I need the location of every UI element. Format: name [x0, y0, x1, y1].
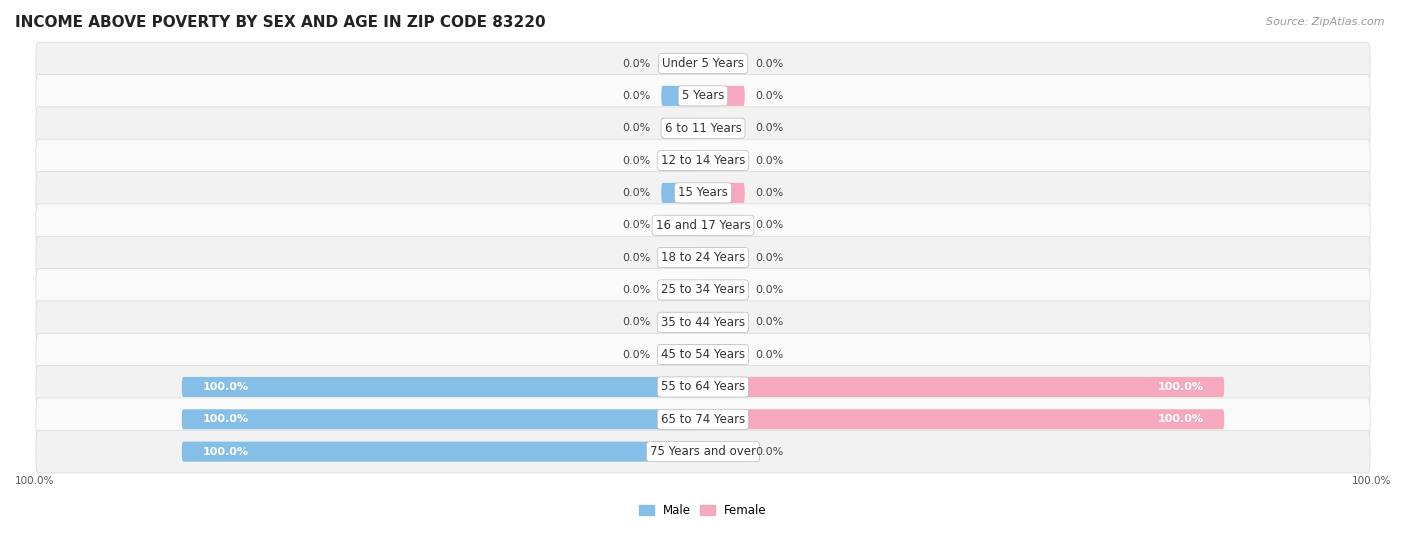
- FancyBboxPatch shape: [661, 248, 703, 268]
- FancyBboxPatch shape: [703, 215, 745, 235]
- FancyBboxPatch shape: [35, 366, 1371, 408]
- Text: 16 and 17 Years: 16 and 17 Years: [655, 219, 751, 232]
- FancyBboxPatch shape: [661, 150, 703, 170]
- FancyBboxPatch shape: [661, 344, 703, 364]
- Text: 0.0%: 0.0%: [623, 220, 651, 230]
- Text: 100.0%: 100.0%: [202, 382, 249, 392]
- Text: 6 to 11 Years: 6 to 11 Years: [665, 122, 741, 135]
- Text: 0.0%: 0.0%: [623, 253, 651, 263]
- FancyBboxPatch shape: [661, 280, 703, 300]
- FancyBboxPatch shape: [703, 442, 745, 462]
- FancyBboxPatch shape: [35, 236, 1371, 279]
- Text: 0.0%: 0.0%: [755, 447, 783, 457]
- Text: 0.0%: 0.0%: [755, 155, 783, 165]
- FancyBboxPatch shape: [703, 280, 745, 300]
- Text: 0.0%: 0.0%: [623, 285, 651, 295]
- FancyBboxPatch shape: [661, 86, 703, 106]
- FancyBboxPatch shape: [35, 107, 1371, 150]
- Text: 100.0%: 100.0%: [1157, 414, 1204, 424]
- FancyBboxPatch shape: [661, 118, 703, 138]
- FancyBboxPatch shape: [703, 54, 745, 74]
- Text: Under 5 Years: Under 5 Years: [662, 57, 744, 70]
- Text: 0.0%: 0.0%: [623, 155, 651, 165]
- FancyBboxPatch shape: [181, 409, 703, 429]
- Text: 35 to 44 Years: 35 to 44 Years: [661, 316, 745, 329]
- FancyBboxPatch shape: [35, 398, 1371, 440]
- Text: 100.0%: 100.0%: [202, 447, 249, 457]
- Text: 75 Years and over: 75 Years and over: [650, 445, 756, 458]
- Text: 65 to 74 Years: 65 to 74 Years: [661, 413, 745, 426]
- Text: 0.0%: 0.0%: [755, 285, 783, 295]
- FancyBboxPatch shape: [703, 312, 745, 332]
- Text: 0.0%: 0.0%: [755, 220, 783, 230]
- FancyBboxPatch shape: [661, 183, 703, 203]
- Text: 0.0%: 0.0%: [623, 188, 651, 198]
- FancyBboxPatch shape: [35, 204, 1371, 247]
- FancyBboxPatch shape: [661, 54, 703, 74]
- FancyBboxPatch shape: [35, 172, 1371, 214]
- FancyBboxPatch shape: [35, 333, 1371, 376]
- FancyBboxPatch shape: [703, 118, 745, 138]
- Text: 55 to 64 Years: 55 to 64 Years: [661, 381, 745, 394]
- Text: 0.0%: 0.0%: [755, 188, 783, 198]
- Text: 100.0%: 100.0%: [1351, 476, 1391, 486]
- FancyBboxPatch shape: [703, 86, 745, 106]
- FancyBboxPatch shape: [35, 42, 1371, 85]
- FancyBboxPatch shape: [181, 377, 703, 397]
- FancyBboxPatch shape: [703, 150, 745, 170]
- Text: 0.0%: 0.0%: [623, 123, 651, 133]
- FancyBboxPatch shape: [661, 215, 703, 235]
- FancyBboxPatch shape: [35, 268, 1371, 311]
- Text: 0.0%: 0.0%: [623, 349, 651, 359]
- Text: INCOME ABOVE POVERTY BY SEX AND AGE IN ZIP CODE 83220: INCOME ABOVE POVERTY BY SEX AND AGE IN Z…: [15, 15, 546, 30]
- Text: 5 Years: 5 Years: [682, 89, 724, 102]
- Text: 0.0%: 0.0%: [623, 59, 651, 69]
- Text: 25 to 34 Years: 25 to 34 Years: [661, 283, 745, 296]
- FancyBboxPatch shape: [703, 409, 1225, 429]
- Text: 18 to 24 Years: 18 to 24 Years: [661, 251, 745, 264]
- Text: 0.0%: 0.0%: [755, 59, 783, 69]
- FancyBboxPatch shape: [703, 183, 745, 203]
- FancyBboxPatch shape: [35, 301, 1371, 344]
- Text: 100.0%: 100.0%: [202, 414, 249, 424]
- Text: 12 to 14 Years: 12 to 14 Years: [661, 154, 745, 167]
- FancyBboxPatch shape: [181, 442, 703, 462]
- FancyBboxPatch shape: [35, 139, 1371, 182]
- FancyBboxPatch shape: [35, 430, 1371, 473]
- Text: 0.0%: 0.0%: [623, 318, 651, 327]
- Text: 100.0%: 100.0%: [15, 476, 55, 486]
- FancyBboxPatch shape: [703, 248, 745, 268]
- Text: 0.0%: 0.0%: [623, 91, 651, 101]
- FancyBboxPatch shape: [661, 312, 703, 332]
- FancyBboxPatch shape: [703, 377, 1225, 397]
- Text: 0.0%: 0.0%: [755, 318, 783, 327]
- Text: 15 Years: 15 Years: [678, 186, 728, 200]
- FancyBboxPatch shape: [35, 74, 1371, 117]
- Text: 45 to 54 Years: 45 to 54 Years: [661, 348, 745, 361]
- Text: 0.0%: 0.0%: [755, 91, 783, 101]
- FancyBboxPatch shape: [703, 344, 745, 364]
- Text: 0.0%: 0.0%: [755, 123, 783, 133]
- Text: 100.0%: 100.0%: [1157, 382, 1204, 392]
- Legend: Male, Female: Male, Female: [634, 500, 772, 522]
- Text: 0.0%: 0.0%: [755, 253, 783, 263]
- Text: 0.0%: 0.0%: [755, 349, 783, 359]
- Text: Source: ZipAtlas.com: Source: ZipAtlas.com: [1267, 17, 1385, 27]
